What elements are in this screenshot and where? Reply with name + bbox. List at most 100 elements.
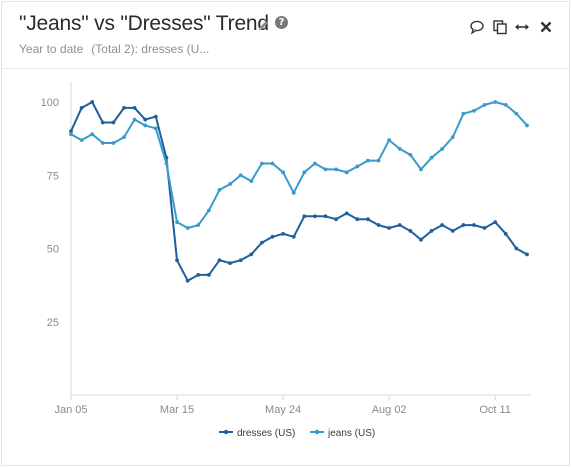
data-point [164,161,169,166]
data-point [397,146,402,151]
data-point [334,217,339,222]
legend-label: dresses (US) [237,428,295,439]
comment-icon[interactable] [469,19,485,35]
data-point [366,158,370,163]
data-point [461,223,466,227]
data-point [376,158,381,163]
data-point [366,217,370,222]
data-point [217,258,222,263]
data-point [323,167,328,172]
data-point [525,252,529,257]
data-point [493,100,498,104]
data-point [355,164,360,169]
data-point [387,226,392,230]
data-point [153,114,158,119]
data-point [175,220,179,225]
data-point [503,103,508,107]
data-point [90,100,95,104]
data-point [313,161,317,166]
data-point [249,252,254,257]
data-point [291,234,296,239]
data-point [302,214,307,219]
data-point [514,111,519,116]
card-header: "Jeans" vs "Dresses" Trend ? Year to dat… [2,2,569,69]
data-point [323,214,328,219]
data-point [238,173,243,178]
data-point [450,229,455,233]
data-point [90,132,95,137]
data-point [482,103,487,107]
data-point [175,258,179,263]
data-point [228,261,232,266]
copy-icon[interactable] [492,19,508,35]
data-point [493,220,498,225]
y-tick-label: 50 [47,244,59,256]
pencil-icon[interactable] [257,19,270,32]
data-point [69,129,73,134]
legend-marker [314,429,320,435]
data-point [217,188,222,192]
data-point [397,223,402,227]
series-line-jeans [70,101,528,229]
question-icon[interactable]: ? [275,16,288,29]
data-point [472,223,476,227]
data-point [122,105,126,110]
data-point [196,223,201,227]
data-point [387,138,392,142]
data-point [355,217,360,222]
data-point [429,155,434,160]
data-point [259,240,264,245]
data-point [100,141,105,145]
data-point [185,226,190,230]
data-point [302,170,307,175]
data-point [228,182,232,186]
x-tick-label: Jan 05 [54,404,87,416]
x-tick-label: May 24 [265,404,301,416]
data-point [111,120,116,125]
y-tick-label: 100 [41,97,59,109]
data-point [472,108,476,113]
data-point [419,167,423,172]
data-point [143,117,148,122]
x-tick-label: Aug 02 [372,404,407,416]
data-point [79,138,84,142]
subtitle-total: (Total 2): dresses (U... [91,42,210,56]
data-point [344,211,349,216]
data-point [238,258,243,263]
data-point [450,135,455,140]
data-point [206,272,211,277]
expand-horizontal-icon[interactable] [514,19,530,35]
data-point [334,167,339,172]
data-point [122,135,126,140]
data-point [313,214,317,219]
data-point [111,141,116,145]
data-point [249,179,254,184]
data-point [482,226,487,230]
data-point [461,111,466,116]
data-point [503,231,508,236]
data-point [153,126,158,131]
data-point [270,161,275,166]
data-point [270,234,275,239]
data-point [440,146,445,151]
y-tick-label: 25 [47,317,59,329]
data-point [132,117,137,122]
x-tick-label: Mar 15 [160,404,194,416]
chart-subtitle: Year to date (Total 2): dresses (U... [19,42,209,56]
data-point [344,170,349,175]
chart-title: "Jeans" vs "Dresses" Trend [19,12,269,35]
y-tick-label: 75 [47,170,59,182]
data-point [206,208,211,213]
subtitle-range: Year to date [19,42,84,56]
close-icon[interactable] [538,19,554,35]
data-point [100,120,105,125]
data-point [281,170,285,175]
series-line-dresses [70,101,528,282]
data-point [281,231,285,236]
data-point [291,190,296,195]
data-point [196,272,201,277]
data-point [440,223,445,227]
legend-marker [223,429,229,435]
data-point [143,123,148,128]
